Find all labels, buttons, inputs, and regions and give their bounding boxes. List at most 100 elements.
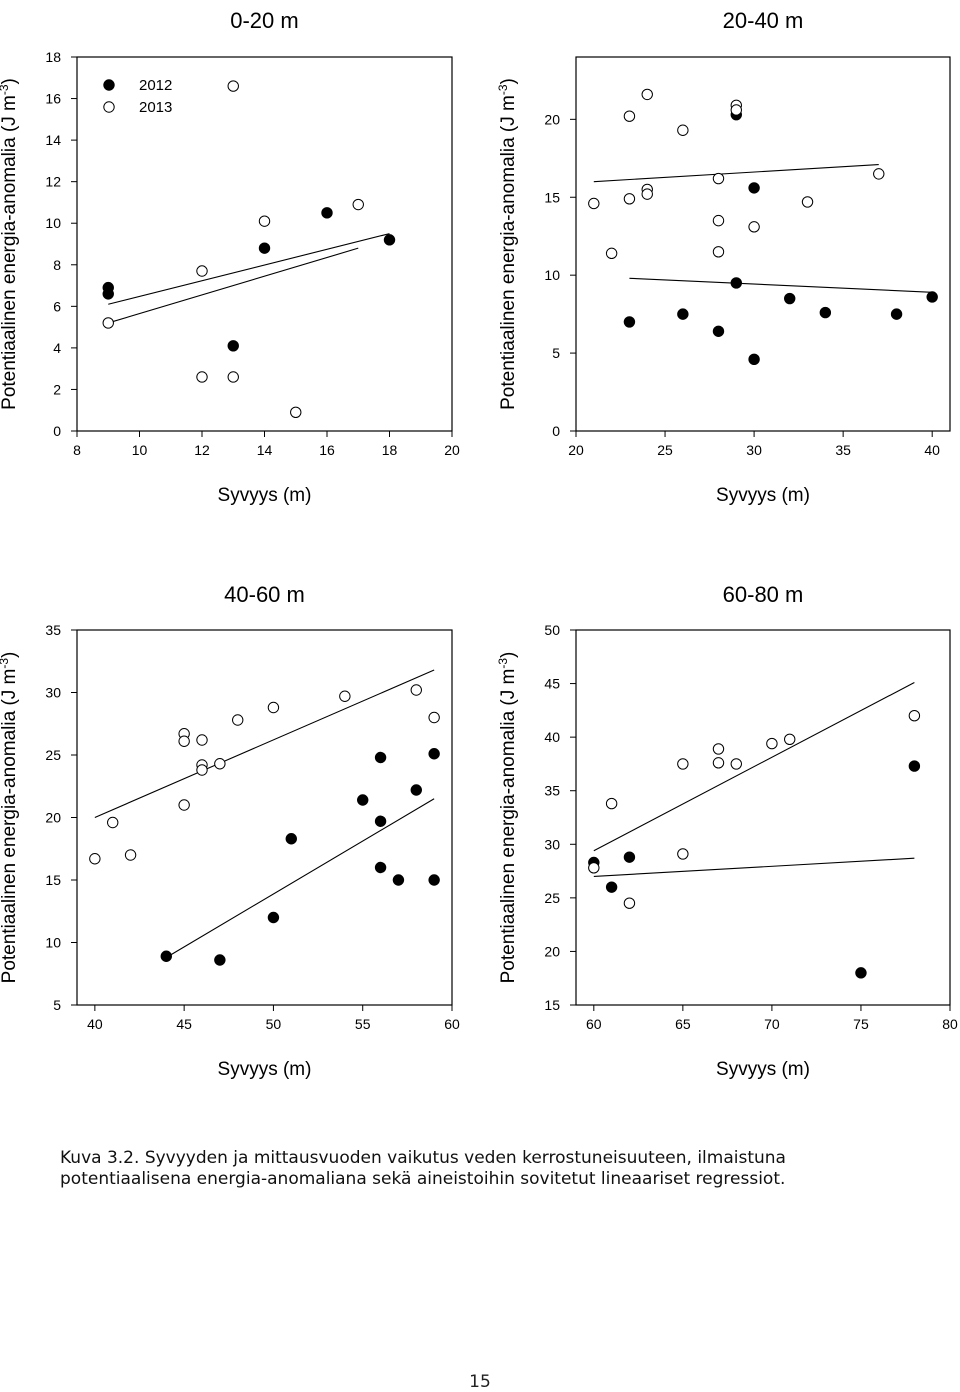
data-point-2013 — [873, 168, 885, 180]
regression-line-2013 — [108, 247, 359, 324]
data-point-2012 — [374, 815, 387, 827]
data-point-2013 — [267, 701, 280, 714]
plot-frame — [575, 629, 951, 1006]
data-point-2013 — [588, 197, 600, 210]
x-tick-label: 20 — [568, 442, 584, 458]
data-point-2012 — [392, 874, 405, 886]
y-tick-label: 20 — [544, 943, 560, 959]
x-tick-label: 75 — [853, 1016, 869, 1032]
x-tick-label: 40 — [924, 442, 940, 458]
y-tick-label: 25 — [45, 747, 61, 763]
data-point-2012 — [855, 967, 867, 979]
chart-title: 20-40 m — [723, 8, 804, 33]
data-point-2013 — [196, 764, 208, 776]
y-axis-label: Potentiaalinen energia-anomalia (J m-3) — [496, 78, 519, 410]
data-point-2012 — [321, 207, 333, 219]
data-point-2013 — [102, 317, 114, 329]
regression-line-2013 — [94, 669, 435, 819]
data-point-2013 — [227, 80, 239, 92]
data-point-2013 — [623, 897, 636, 909]
x-tick-label: 40 — [87, 1016, 103, 1032]
y-tick-label: 35 — [45, 622, 61, 638]
y-tick-label: 6 — [53, 298, 61, 314]
y-tick-label: 0 — [552, 423, 560, 439]
y-tick-label: 15 — [544, 189, 560, 205]
data-point-2013 — [178, 735, 190, 747]
data-point-2012 — [730, 277, 742, 289]
y-tick-label: 25 — [544, 890, 560, 906]
y-tick-label: 18 — [45, 49, 61, 65]
data-point-2013 — [641, 88, 653, 101]
data-point-2012 — [227, 340, 239, 352]
data-point-2012 — [383, 234, 396, 246]
data-point-2013 — [428, 711, 440, 724]
x-axis-label: Syvyys (m) — [716, 485, 810, 506]
data-point-2012 — [160, 950, 172, 962]
x-tick-label: 65 — [675, 1016, 691, 1032]
data-point-2012 — [428, 874, 440, 886]
data-point-2013 — [677, 124, 689, 136]
x-tick-label: 14 — [257, 442, 273, 458]
y-axis-label: Potentiaalinen energia-anomalia (J m-3) — [0, 78, 20, 410]
data-point-2012 — [890, 308, 903, 320]
x-tick-label: 20 — [444, 442, 460, 458]
data-point-2012 — [784, 292, 796, 305]
data-point-2013 — [677, 758, 689, 770]
x-tick-label: 16 — [319, 442, 335, 458]
caption-text: Syvyyden ja mittausvuoden vaikutus veden… — [60, 1148, 786, 1189]
data-point-2012 — [712, 325, 725, 337]
x-tick-label: 10 — [132, 442, 148, 458]
chart-panel-3: 40-60 m 40 45 50 55 60 5 10 15 20 25 30 35 Syvyys (m)… — [0, 582, 460, 1080]
data-point-2012 — [605, 881, 618, 893]
data-point-2013 — [712, 172, 725, 185]
data-point-2013 — [712, 246, 725, 258]
data-point-2012 — [357, 794, 369, 806]
legend-marker-2013 — [103, 101, 115, 113]
data-point-2013 — [410, 684, 422, 696]
y-tick-label: 20 — [544, 111, 560, 127]
legend-label-2012: 2012 — [139, 77, 172, 94]
y-tick-label: 12 — [45, 174, 61, 190]
data-point-2013 — [748, 221, 760, 233]
x-tick-label: 80 — [942, 1016, 958, 1032]
data-point-2012 — [908, 760, 921, 772]
data-point-2013 — [605, 797, 618, 810]
data-point-2013 — [784, 733, 796, 745]
regression-line-2012 — [593, 857, 915, 877]
y-tick-label: 20 — [45, 810, 61, 826]
data-point-2013 — [605, 247, 618, 260]
y-tick-label: 30 — [45, 685, 61, 701]
y-tick-label: 10 — [45, 215, 61, 231]
data-point-2013 — [232, 714, 244, 726]
data-point-2013 — [908, 710, 921, 722]
x-tick-label: 8 — [73, 442, 81, 458]
data-point-2013 — [712, 743, 725, 755]
y-tick-label: 15 — [544, 997, 560, 1013]
data-point-2013 — [196, 371, 208, 383]
data-point-2013 — [258, 215, 271, 227]
data-point-2012 — [410, 784, 422, 796]
x-tick-label: 50 — [266, 1016, 282, 1032]
chart-panel-4: 60-80 m 60 65 70 75 80 15 20 25 30 35 40 45 50 Syvyys … — [496, 582, 958, 1080]
data-point-2013 — [214, 758, 226, 770]
data-point-2012 — [102, 288, 114, 300]
data-point-2012 — [623, 316, 636, 328]
chart-figure: 0-20 m 8 10 12 14 16 18 20 0 2 4 6 8 10 12 14 16 18 Syvyys… — [0, 8, 958, 1080]
data-point-2013 — [801, 196, 814, 208]
regression-line-2012 — [166, 798, 435, 958]
data-point-2012 — [214, 954, 226, 966]
x-axis-label: Syvyys (m) — [218, 1059, 312, 1080]
regression-line-2012 — [108, 233, 390, 305]
data-point-2013 — [766, 737, 778, 750]
data-point-2013 — [89, 853, 101, 865]
data-point-2013 — [730, 104, 742, 116]
data-point-2013 — [623, 110, 636, 122]
data-point-2012 — [428, 748, 440, 760]
y-tick-label: 0 — [53, 423, 61, 439]
regression-line-2012 — [629, 277, 933, 293]
y-tick-label: 45 — [544, 676, 560, 692]
data-point-2013 — [588, 862, 600, 874]
chart-title: 60-80 m — [723, 582, 804, 607]
data-point-2013 — [677, 848, 689, 860]
chart-panel-1: 0-20 m 8 10 12 14 16 18 20 0 2 4 6 8 10 12 14 16 18 Syvyys… — [0, 8, 460, 506]
